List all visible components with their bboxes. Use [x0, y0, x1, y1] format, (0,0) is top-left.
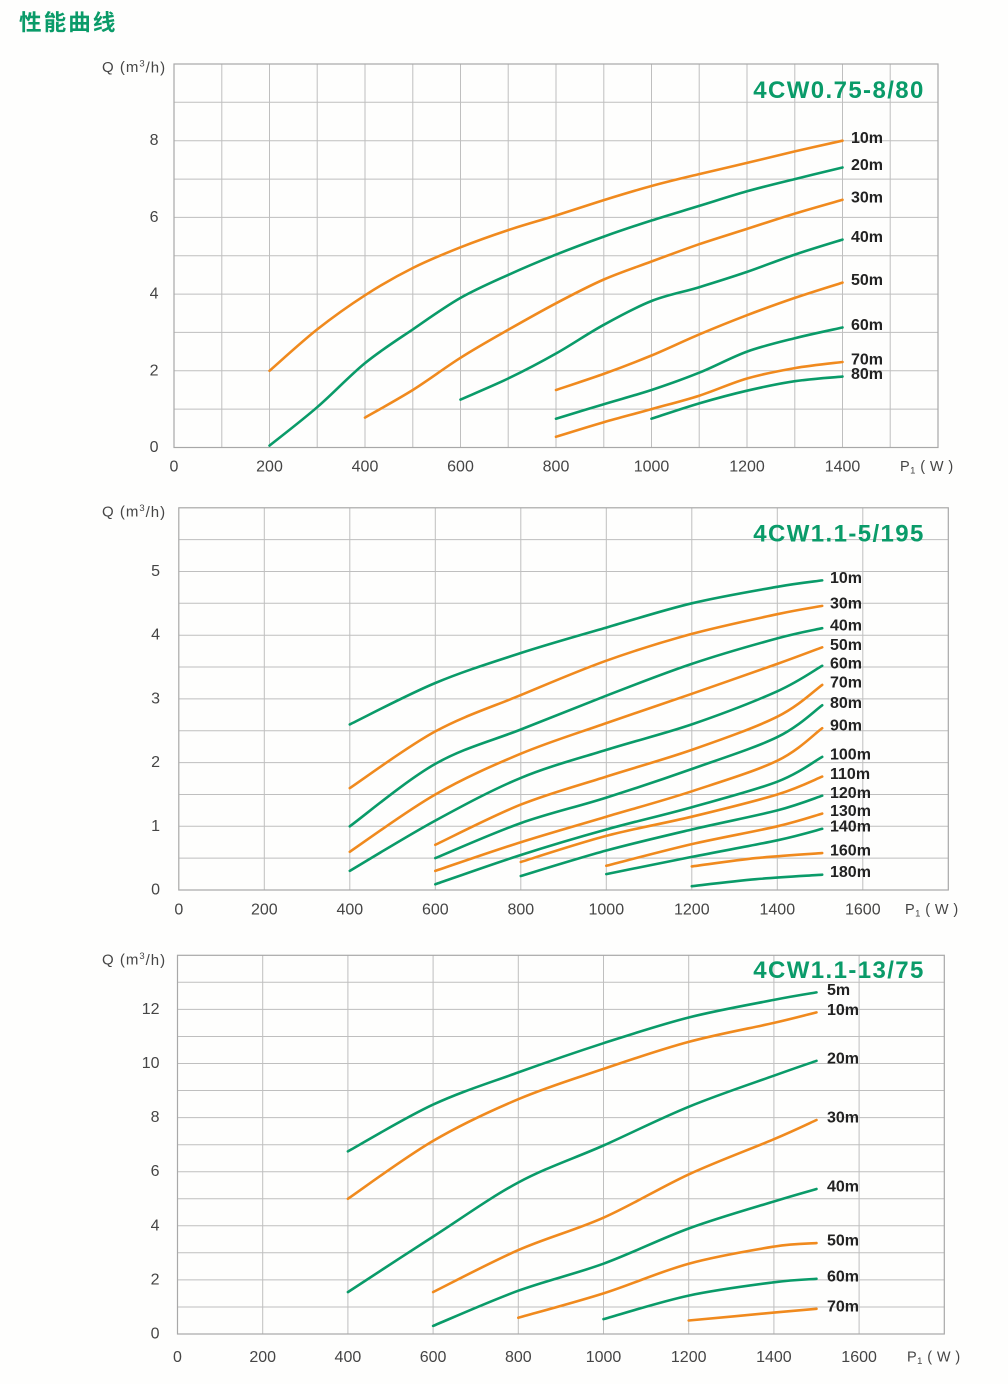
svg-text:180m: 180m	[830, 864, 871, 881]
svg-text:30m: 30m	[830, 595, 862, 612]
svg-text:1600: 1600	[845, 902, 881, 919]
svg-text:1200: 1200	[671, 1349, 707, 1366]
svg-text:130m: 130m	[830, 803, 871, 820]
svg-text:Q (m3/h): Q (m3/h)	[102, 951, 166, 969]
svg-text:4CW1.1-5/195: 4CW1.1-5/195	[753, 521, 925, 548]
svg-text:160m: 160m	[830, 843, 871, 860]
svg-text:1000: 1000	[634, 459, 670, 476]
svg-text:1000: 1000	[589, 902, 625, 919]
svg-text:110m: 110m	[830, 766, 870, 783]
svg-text:70m: 70m	[827, 1298, 859, 1315]
svg-text:P1 ( W ): P1 ( W )	[900, 459, 954, 476]
svg-text:70m: 70m	[851, 352, 883, 369]
svg-text:70m: 70m	[830, 674, 862, 691]
svg-text:4: 4	[150, 286, 159, 303]
svg-text:0: 0	[150, 439, 159, 456]
svg-text:30m: 30m	[827, 1110, 859, 1127]
svg-text:1400: 1400	[760, 902, 796, 919]
svg-text:6: 6	[150, 209, 159, 226]
svg-text:4: 4	[151, 1217, 160, 1234]
svg-text:1: 1	[151, 818, 160, 835]
svg-text:800: 800	[505, 1349, 532, 1366]
svg-text:30m: 30m	[851, 189, 883, 206]
svg-text:1600: 1600	[841, 1349, 877, 1366]
svg-text:10m: 10m	[827, 1002, 859, 1019]
svg-text:60m: 60m	[827, 1268, 859, 1285]
svg-text:60m: 60m	[830, 655, 862, 672]
svg-text:1400: 1400	[756, 1349, 792, 1366]
svg-text:4: 4	[151, 627, 160, 644]
svg-text:50m: 50m	[830, 637, 862, 654]
svg-text:40m: 40m	[827, 1179, 859, 1196]
svg-text:0: 0	[151, 882, 160, 899]
svg-text:40m: 40m	[851, 229, 883, 246]
svg-text:3: 3	[151, 690, 160, 707]
svg-text:6: 6	[151, 1163, 160, 1180]
svg-text:5m: 5m	[827, 982, 850, 999]
svg-text:400: 400	[336, 902, 363, 919]
svg-text:100m: 100m	[830, 746, 871, 763]
svg-text:200: 200	[251, 902, 278, 919]
svg-text:20m: 20m	[851, 157, 883, 174]
svg-text:2: 2	[150, 362, 159, 379]
svg-text:90m: 90m	[830, 718, 862, 735]
svg-text:4CW1.1-13/75: 4CW1.1-13/75	[753, 957, 925, 984]
svg-text:50m: 50m	[851, 272, 883, 289]
svg-text:400: 400	[335, 1349, 362, 1366]
svg-text:Q (m3/h): Q (m3/h)	[102, 503, 166, 521]
svg-text:1200: 1200	[729, 459, 765, 476]
svg-text:1400: 1400	[825, 459, 861, 476]
svg-text:40m: 40m	[830, 618, 862, 635]
svg-text:1000: 1000	[586, 1349, 622, 1366]
svg-text:10m: 10m	[830, 570, 862, 587]
svg-text:400: 400	[352, 459, 379, 476]
svg-text:140m: 140m	[830, 818, 871, 835]
svg-text:Q (m3/h): Q (m3/h)	[102, 58, 166, 76]
svg-text:10m: 10m	[851, 130, 883, 147]
svg-text:8: 8	[151, 1109, 160, 1126]
svg-text:5: 5	[151, 563, 160, 580]
svg-text:20m: 20m	[827, 1050, 859, 1067]
svg-text:2: 2	[151, 754, 160, 771]
svg-text:0: 0	[174, 902, 183, 919]
svg-text:120m: 120m	[830, 785, 871, 802]
svg-text:P1 ( W ): P1 ( W )	[907, 1350, 961, 1367]
svg-text:12: 12	[142, 1001, 160, 1018]
svg-text:0: 0	[173, 1349, 182, 1366]
svg-text:80m: 80m	[830, 695, 862, 712]
svg-text:50m: 50m	[827, 1233, 859, 1250]
svg-text:800: 800	[543, 459, 570, 476]
svg-text:P1 ( W ): P1 ( W )	[905, 902, 959, 919]
svg-text:800: 800	[507, 902, 534, 919]
svg-text:200: 200	[249, 1349, 276, 1366]
svg-text:4CW0.75-8/80: 4CW0.75-8/80	[753, 77, 925, 104]
svg-text:600: 600	[447, 459, 474, 476]
svg-text:60m: 60m	[851, 317, 883, 334]
svg-text:10: 10	[142, 1055, 160, 1072]
svg-text:8: 8	[150, 132, 159, 149]
svg-text:80m: 80m	[851, 366, 883, 383]
svg-text:2: 2	[151, 1271, 160, 1288]
svg-text:600: 600	[420, 1349, 447, 1366]
svg-text:600: 600	[422, 902, 449, 919]
svg-text:0: 0	[151, 1326, 160, 1343]
svg-text:0: 0	[170, 459, 179, 476]
svg-text:1200: 1200	[674, 902, 710, 919]
svg-text:200: 200	[256, 459, 283, 476]
